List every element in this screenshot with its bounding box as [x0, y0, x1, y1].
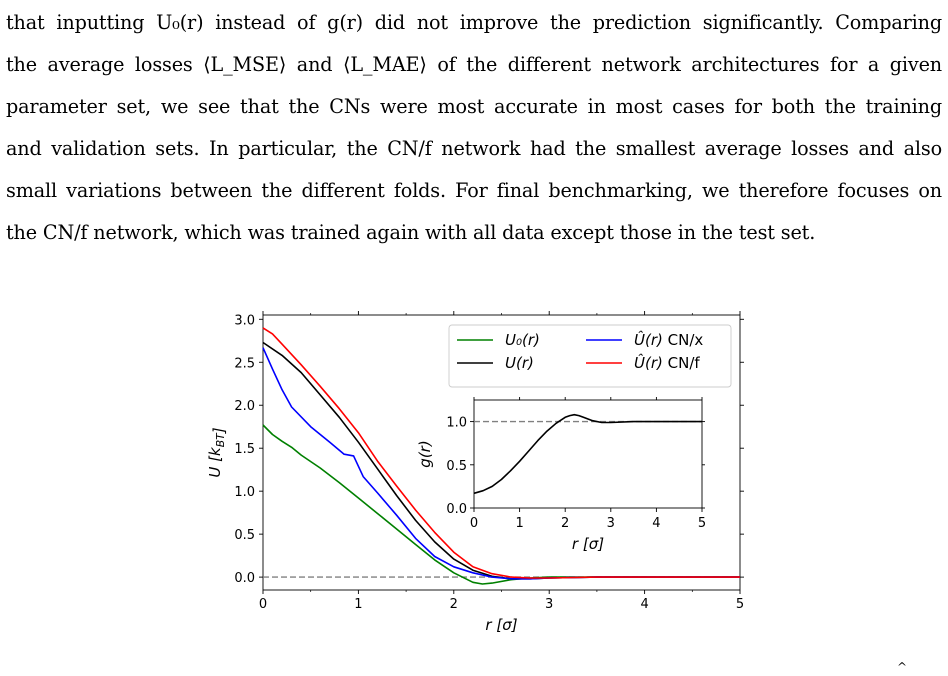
x-tick-label: 4: [640, 597, 648, 612]
x-tick-label: 1: [354, 597, 362, 612]
y-tick-label: 0.5: [234, 528, 255, 543]
main-y-axis-label: U [kBT]: [206, 427, 228, 477]
body-paragraph: that inputting U₀(r) instead of g(r) did…: [6, 2, 942, 254]
inset-y-tick-label: 1.0: [446, 416, 467, 431]
inset-y-axis-label: g(r): [416, 440, 434, 467]
inset-x-axis-label: r [σ]: [572, 535, 604, 553]
legend: U₀(r) U(r) Û(r) CN/x Û(r) CN/f: [448, 324, 732, 388]
x-tick-label: 5: [736, 597, 744, 612]
y-tick-label: 1.0: [234, 485, 255, 500]
inset-x-tick-label: 1: [515, 516, 523, 531]
y-tick-label: 2.5: [234, 356, 255, 371]
paragraph-line: small variations between the different f…: [6, 179, 942, 202]
inset-series-line: [473, 413, 702, 495]
inset-x-tick-label: 4: [652, 516, 660, 531]
inset-x-tick-label: 5: [698, 516, 706, 531]
legend-entry: U₀(r): [505, 331, 540, 349]
y-tick-label: 2.0: [234, 399, 255, 414]
paragraph-line: the average losses ⟨L_MSE⟩ and ⟨L_MAE⟩ o…: [6, 53, 942, 76]
inset-plot-frame: [473, 399, 703, 509]
inset-x-tick-label: 0: [470, 516, 478, 531]
inset-axes: 0 1 2 3 4 5 0.0 0.5 1.0 r [σ] g(r): [416, 397, 706, 553]
inset-x-tick-label: 2: [561, 516, 569, 531]
y-tick-label: 3.0: [234, 313, 255, 328]
legend-box: [448, 324, 732, 388]
hat-mark: ^: [897, 660, 908, 674]
x-tick-label: 0: [259, 597, 267, 612]
series-line: [262, 327, 740, 579]
paragraph-line: the CN/f network, which was trained agai…: [6, 221, 816, 244]
x-tick-label: 2: [450, 597, 458, 612]
paragraph-line: parameter set, we see that the CNs were …: [6, 95, 942, 118]
inset-y-tick-label: 0.0: [446, 502, 467, 517]
legend-entry: U(r): [505, 354, 534, 372]
inset-y-tick-label: 0.5: [446, 459, 467, 474]
x-tick-label: 3: [545, 597, 553, 612]
legend-entry: Û(r) CN/x: [634, 330, 703, 349]
main-x-axis-label: r [σ]: [485, 616, 517, 634]
inset-x-tick-label: 3: [607, 516, 615, 531]
legend-entry: Û(r) CN/f: [634, 353, 700, 372]
y-tick-label: 0.0: [234, 571, 255, 586]
paragraph-line: and validation sets. In particular, the …: [6, 137, 942, 160]
y-tick-label: 1.5: [234, 442, 255, 457]
paragraph-line: that inputting U₀(r) instead of g(r) did…: [6, 11, 942, 34]
